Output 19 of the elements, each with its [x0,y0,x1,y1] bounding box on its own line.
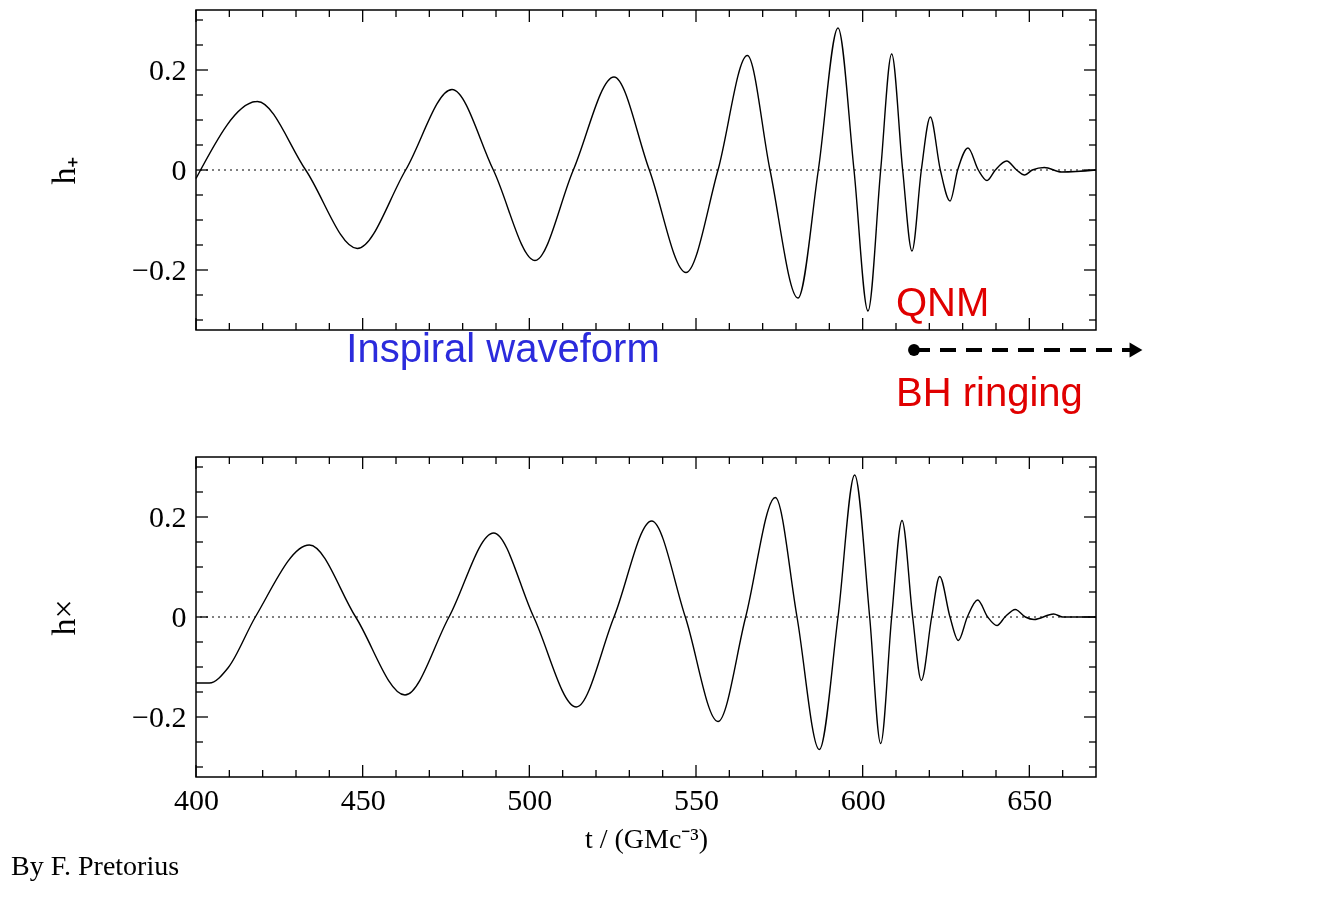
y-axis-title: h× [45,599,83,636]
x-axis-title: t / (GMc⁻³) [584,822,709,854]
y-tick-label: 0.2 [149,499,187,533]
x-tick-label: 550 [674,782,719,816]
x-tick-label: 650 [1007,782,1053,816]
annotation: Inspiral waveform [346,326,660,370]
x-tick-label: 500 [507,782,553,816]
y-tick-label: 0 [171,599,187,633]
y-tick-label: 0.2 [149,52,187,86]
annotation: QNM [896,280,990,324]
x-tick-label: 600 [840,782,886,816]
x-tick-label: 450 [340,782,386,816]
y-axis-title: h₊ [45,156,83,185]
text: BH ringing [896,370,1083,414]
y-tick-label: −0.2 [132,252,187,286]
y-tick-label: 0 [171,152,187,186]
x-tick-label: 400 [174,782,219,816]
y-tick-label: −0.2 [132,699,187,733]
text: By F. Pretorius [11,850,180,881]
